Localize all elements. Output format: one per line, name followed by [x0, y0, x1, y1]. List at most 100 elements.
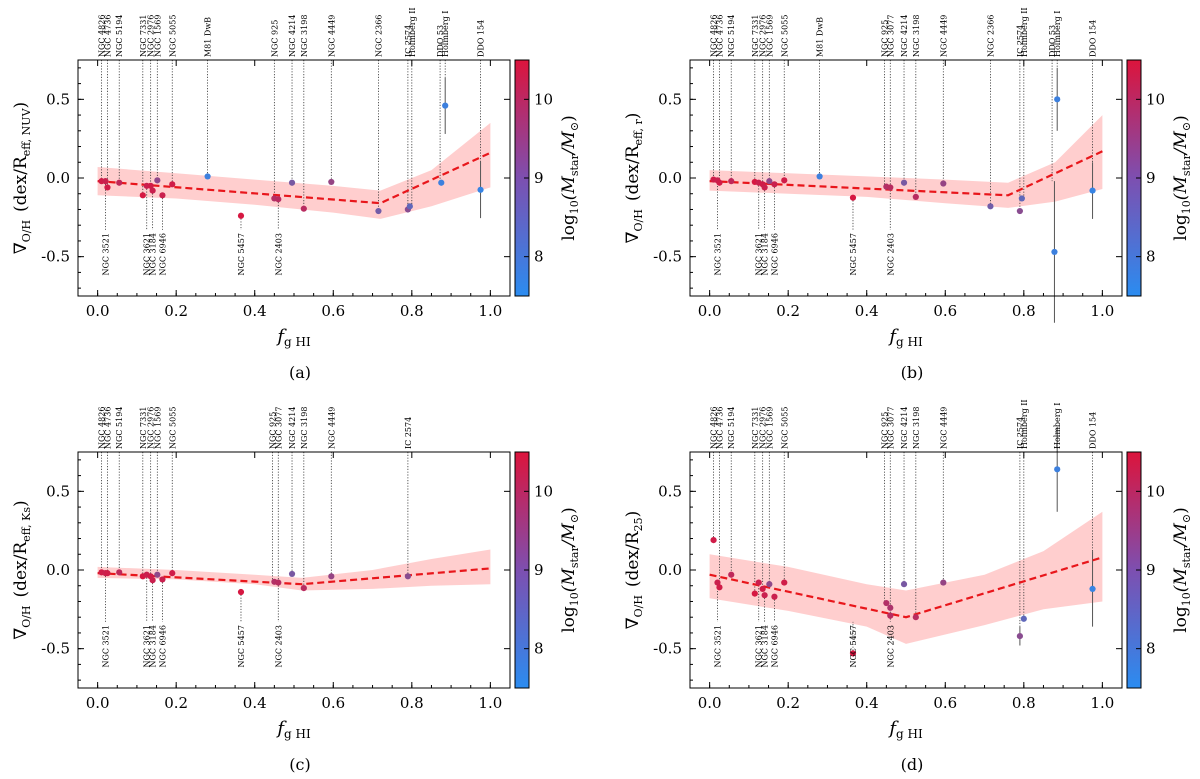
- galaxy-label: NGC 1569: [153, 407, 162, 449]
- x-axis-label: fg HI: [275, 718, 311, 741]
- confidence-band: [709, 511, 1103, 644]
- galaxy-label: NGC 3621: [755, 233, 764, 275]
- galaxy-label: Holmberg I: [1053, 11, 1062, 57]
- data-point: [237, 588, 245, 596]
- x-tick-label: 0.4: [243, 302, 267, 320]
- y-tick-label: 0.0: [658, 561, 682, 579]
- galaxy-label: NGC 7331: [751, 15, 760, 57]
- data-point: [940, 180, 947, 187]
- x-tick-label: 0.8: [1012, 302, 1036, 320]
- galaxy-label: DDO 154: [477, 20, 486, 57]
- galaxy-label: DDO 154: [1089, 20, 1098, 57]
- galaxy-label: NGC 2976: [759, 15, 768, 57]
- galaxy-label: NGC 4736: [715, 407, 724, 449]
- data-point: [154, 571, 161, 578]
- data-point: [1089, 187, 1096, 194]
- x-axis-label: fg HI: [887, 718, 923, 741]
- galaxy-label: DDO 53: [1048, 25, 1057, 57]
- galaxy-label: NGC 5457: [237, 625, 246, 667]
- data-point: [710, 537, 717, 544]
- x-tick-label: 0.6: [933, 302, 957, 320]
- galaxy-label: NGC 3077: [886, 15, 895, 57]
- galaxy-label: NGC 3621: [143, 625, 152, 667]
- galaxy-label: NGC 2403: [886, 233, 895, 275]
- galaxy-label: NGC 1569: [153, 15, 162, 57]
- colorbar-tick-label: 10: [534, 90, 553, 108]
- colorbar-tick-label: 9: [1146, 561, 1156, 579]
- data-point: [102, 178, 109, 185]
- confidence-band: [97, 122, 491, 219]
- data-point: [275, 196, 282, 203]
- galaxy-label: NGC 2976: [147, 15, 156, 57]
- data-point: [761, 184, 768, 191]
- data-point: [300, 584, 307, 592]
- galaxy-label: Holmberg II: [1020, 7, 1029, 57]
- data-point: [716, 179, 723, 186]
- galaxy-label: M81 DwB: [816, 17, 825, 57]
- galaxy-label: NGC 3184: [149, 233, 158, 275]
- x-tick-label: 0.4: [243, 694, 267, 712]
- data-point: [751, 590, 758, 597]
- galaxy-label: NGC 6946: [770, 233, 779, 275]
- data-point: [987, 203, 994, 210]
- galaxy-label: NGC 4826: [98, 407, 107, 449]
- data-point: [883, 599, 890, 607]
- y-tick-label: 0.5: [46, 90, 70, 108]
- colorbar-tick-label: 8: [534, 248, 544, 266]
- data-point: [104, 570, 111, 577]
- colorbar-label: log10(Mstar/M⊙): [559, 115, 581, 241]
- data-point: [728, 571, 735, 578]
- data-point: [159, 576, 166, 583]
- galaxy-label: NGC 3198: [300, 15, 309, 57]
- data-point: [1016, 207, 1023, 215]
- galaxy-label: NGC 5194: [115, 15, 124, 57]
- x-tick-label: 0.4: [855, 694, 879, 712]
- galaxy-label: NGC 5194: [727, 407, 736, 449]
- data-point: [940, 579, 947, 586]
- data-point: [275, 579, 282, 586]
- galaxy-label: NGC 3621: [143, 233, 152, 275]
- y-tick-label: 0.0: [46, 169, 70, 187]
- data-point: [438, 179, 445, 186]
- galaxy-label: NGC 925: [880, 20, 889, 57]
- data-point: [1018, 195, 1025, 202]
- galaxy-label: NGC 5055: [168, 407, 177, 449]
- data-point: [781, 177, 788, 184]
- galaxy-label: NGC 5055: [168, 15, 177, 57]
- y-tick-label: 0.5: [46, 482, 70, 500]
- data-point: [816, 173, 823, 180]
- y-tick-label: -0.5: [653, 640, 682, 658]
- colorbar-tick-label: 9: [534, 561, 544, 579]
- galaxy-label: NGC 5457: [237, 233, 246, 275]
- galaxy-label: NGC 3198: [912, 15, 921, 57]
- y-axis-label: ∇O/H(dex/Reff, Ks): [11, 500, 33, 639]
- data-point: [375, 207, 382, 215]
- galaxy-label: NGC 3077: [886, 407, 895, 449]
- y-axis-label: ∇O/H(dex/Reff, NUV): [11, 102, 33, 254]
- colorbar-tick-label: 8: [534, 640, 544, 658]
- y-tick-label: 0.0: [46, 561, 70, 579]
- colorbar-label: log10(Mstar/M⊙): [1171, 115, 1193, 241]
- data-point: [912, 193, 919, 200]
- data-point: [104, 184, 111, 191]
- galaxy-label: NGC 2366: [986, 15, 995, 57]
- data-point: [159, 192, 166, 199]
- data-point: [477, 186, 484, 193]
- x-tick-label: 0.8: [400, 694, 424, 712]
- fit-line: [709, 150, 1103, 197]
- galaxy-label: NGC 925: [270, 20, 279, 57]
- galaxy-label: IC 2574: [404, 25, 413, 57]
- data-point: [1016, 632, 1023, 640]
- confidence-band: [709, 115, 1103, 208]
- x-tick-label: 0.2: [776, 694, 800, 712]
- galaxy-label: NGC 3521: [101, 625, 110, 667]
- data-point: [716, 584, 723, 591]
- galaxy-label: NGC 3521: [101, 233, 110, 275]
- galaxy-label: NGC 1569: [765, 407, 774, 449]
- galaxy-label: NGC 4214: [900, 407, 909, 449]
- galaxy-label: Holmberg I: [441, 11, 450, 57]
- data-point: [887, 184, 894, 191]
